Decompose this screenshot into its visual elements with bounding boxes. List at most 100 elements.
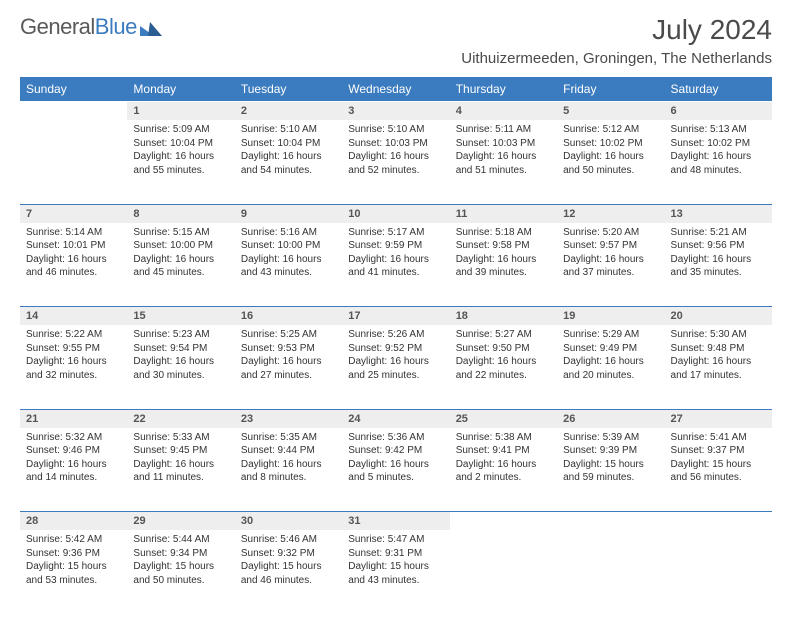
sunrise-line: Sunrise: 5:38 AM [456, 431, 551, 445]
logo-text-1: General [20, 14, 95, 40]
sunset-line: Sunset: 9:52 PM [348, 342, 443, 356]
daylight-line: Daylight: 16 hours and 35 minutes. [671, 253, 766, 280]
day-content-cell [20, 120, 127, 204]
day-number-cell: 15 [127, 307, 234, 326]
day-number-cell: 13 [665, 204, 772, 223]
daylight-line: Daylight: 16 hours and 2 minutes. [456, 458, 551, 485]
daylight-line: Daylight: 16 hours and 55 minutes. [133, 150, 228, 177]
day-number-cell: 27 [665, 409, 772, 428]
day-number-cell: 16 [235, 307, 342, 326]
day-content-cell: Sunrise: 5:30 AMSunset: 9:48 PMDaylight:… [665, 325, 772, 409]
day-number-cell [20, 102, 127, 121]
daylight-line: Daylight: 16 hours and 43 minutes. [241, 253, 336, 280]
day-number-row: 21222324252627 [20, 409, 772, 428]
sunset-line: Sunset: 9:55 PM [26, 342, 121, 356]
day-number-cell: 28 [20, 512, 127, 531]
day-number-cell: 5 [557, 102, 664, 121]
day-number-cell: 19 [557, 307, 664, 326]
sunrise-line: Sunrise: 5:27 AM [456, 328, 551, 342]
sunrise-line: Sunrise: 5:17 AM [348, 226, 443, 240]
day-number-cell [450, 512, 557, 531]
day-number-cell: 1 [127, 102, 234, 121]
day-number-row: 123456 [20, 102, 772, 121]
daylight-line: Daylight: 16 hours and 45 minutes. [133, 253, 228, 280]
sunset-line: Sunset: 10:04 PM [133, 137, 228, 151]
day-content-cell: Sunrise: 5:41 AMSunset: 9:37 PMDaylight:… [665, 428, 772, 512]
sunrise-line: Sunrise: 5:09 AM [133, 123, 228, 137]
sunrise-line: Sunrise: 5:41 AM [671, 431, 766, 445]
sunset-line: Sunset: 9:56 PM [671, 239, 766, 253]
day-content-cell: Sunrise: 5:46 AMSunset: 9:32 PMDaylight:… [235, 530, 342, 614]
day-content-row: Sunrise: 5:09 AMSunset: 10:04 PMDaylight… [20, 120, 772, 204]
daylight-line: Daylight: 16 hours and 27 minutes. [241, 355, 336, 382]
daylight-line: Daylight: 16 hours and 46 minutes. [26, 253, 121, 280]
sunrise-line: Sunrise: 5:39 AM [563, 431, 658, 445]
day-content-cell: Sunrise: 5:16 AMSunset: 10:00 PMDaylight… [235, 223, 342, 307]
daylight-line: Daylight: 16 hours and 11 minutes. [133, 458, 228, 485]
sunset-line: Sunset: 9:57 PM [563, 239, 658, 253]
day-number-cell: 2 [235, 102, 342, 121]
sunset-line: Sunset: 9:59 PM [348, 239, 443, 253]
day-content-cell: Sunrise: 5:10 AMSunset: 10:03 PMDaylight… [342, 120, 449, 204]
day-number-cell: 18 [450, 307, 557, 326]
sunset-line: Sunset: 9:46 PM [26, 444, 121, 458]
sunrise-line: Sunrise: 5:14 AM [26, 226, 121, 240]
day-content-cell: Sunrise: 5:22 AMSunset: 9:55 PMDaylight:… [20, 325, 127, 409]
day-number-cell: 3 [342, 102, 449, 121]
day-content-cell: Sunrise: 5:12 AMSunset: 10:02 PMDaylight… [557, 120, 664, 204]
day-number-cell: 23 [235, 409, 342, 428]
daylight-line: Daylight: 16 hours and 48 minutes. [671, 150, 766, 177]
sunset-line: Sunset: 9:44 PM [241, 444, 336, 458]
day-header: Monday [127, 77, 234, 102]
logo-icon [140, 20, 162, 36]
day-content-cell: Sunrise: 5:42 AMSunset: 9:36 PMDaylight:… [20, 530, 127, 614]
sunrise-line: Sunrise: 5:42 AM [26, 533, 121, 547]
day-number-cell: 10 [342, 204, 449, 223]
day-content-cell [450, 530, 557, 614]
day-header-row: SundayMondayTuesdayWednesdayThursdayFrid… [20, 77, 772, 102]
sunset-line: Sunset: 10:01 PM [26, 239, 121, 253]
title-block: July 2024 Uithuizermeeden, Groningen, Th… [461, 14, 772, 67]
sunset-line: Sunset: 10:03 PM [456, 137, 551, 151]
daylight-line: Daylight: 16 hours and 25 minutes. [348, 355, 443, 382]
sunrise-line: Sunrise: 5:29 AM [563, 328, 658, 342]
day-content-cell: Sunrise: 5:10 AMSunset: 10:04 PMDaylight… [235, 120, 342, 204]
daylight-line: Daylight: 16 hours and 39 minutes. [456, 253, 551, 280]
calendar: SundayMondayTuesdayWednesdayThursdayFrid… [20, 77, 772, 614]
day-number-cell: 30 [235, 512, 342, 531]
day-content-cell [665, 530, 772, 614]
daylight-line: Daylight: 15 hours and 46 minutes. [241, 560, 336, 587]
daylight-line: Daylight: 15 hours and 43 minutes. [348, 560, 443, 587]
daylight-line: Daylight: 16 hours and 37 minutes. [563, 253, 658, 280]
day-number-cell: 14 [20, 307, 127, 326]
sunrise-line: Sunrise: 5:35 AM [241, 431, 336, 445]
sunset-line: Sunset: 9:32 PM [241, 547, 336, 561]
day-number-cell: 6 [665, 102, 772, 121]
daylight-line: Daylight: 16 hours and 32 minutes. [26, 355, 121, 382]
day-content-cell: Sunrise: 5:13 AMSunset: 10:02 PMDaylight… [665, 120, 772, 204]
day-number-cell: 24 [342, 409, 449, 428]
day-number-cell: 29 [127, 512, 234, 531]
day-content-cell: Sunrise: 5:44 AMSunset: 9:34 PMDaylight:… [127, 530, 234, 614]
sunset-line: Sunset: 10:00 PM [133, 239, 228, 253]
day-number-cell: 22 [127, 409, 234, 428]
sunset-line: Sunset: 9:37 PM [671, 444, 766, 458]
sunset-line: Sunset: 10:03 PM [348, 137, 443, 151]
day-number-cell: 7 [20, 204, 127, 223]
sunrise-line: Sunrise: 5:18 AM [456, 226, 551, 240]
day-number-cell: 25 [450, 409, 557, 428]
sunrise-line: Sunrise: 5:47 AM [348, 533, 443, 547]
day-header: Sunday [20, 77, 127, 102]
sunrise-line: Sunrise: 5:21 AM [671, 226, 766, 240]
day-content-cell: Sunrise: 5:15 AMSunset: 10:00 PMDaylight… [127, 223, 234, 307]
day-content-cell: Sunrise: 5:29 AMSunset: 9:49 PMDaylight:… [557, 325, 664, 409]
sunset-line: Sunset: 9:50 PM [456, 342, 551, 356]
day-content-cell [557, 530, 664, 614]
daylight-line: Daylight: 15 hours and 53 minutes. [26, 560, 121, 587]
day-header: Thursday [450, 77, 557, 102]
sunrise-line: Sunrise: 5:26 AM [348, 328, 443, 342]
day-number-row: 78910111213 [20, 204, 772, 223]
day-content-cell: Sunrise: 5:21 AMSunset: 9:56 PMDaylight:… [665, 223, 772, 307]
daylight-line: Daylight: 15 hours and 56 minutes. [671, 458, 766, 485]
day-content-cell: Sunrise: 5:36 AMSunset: 9:42 PMDaylight:… [342, 428, 449, 512]
